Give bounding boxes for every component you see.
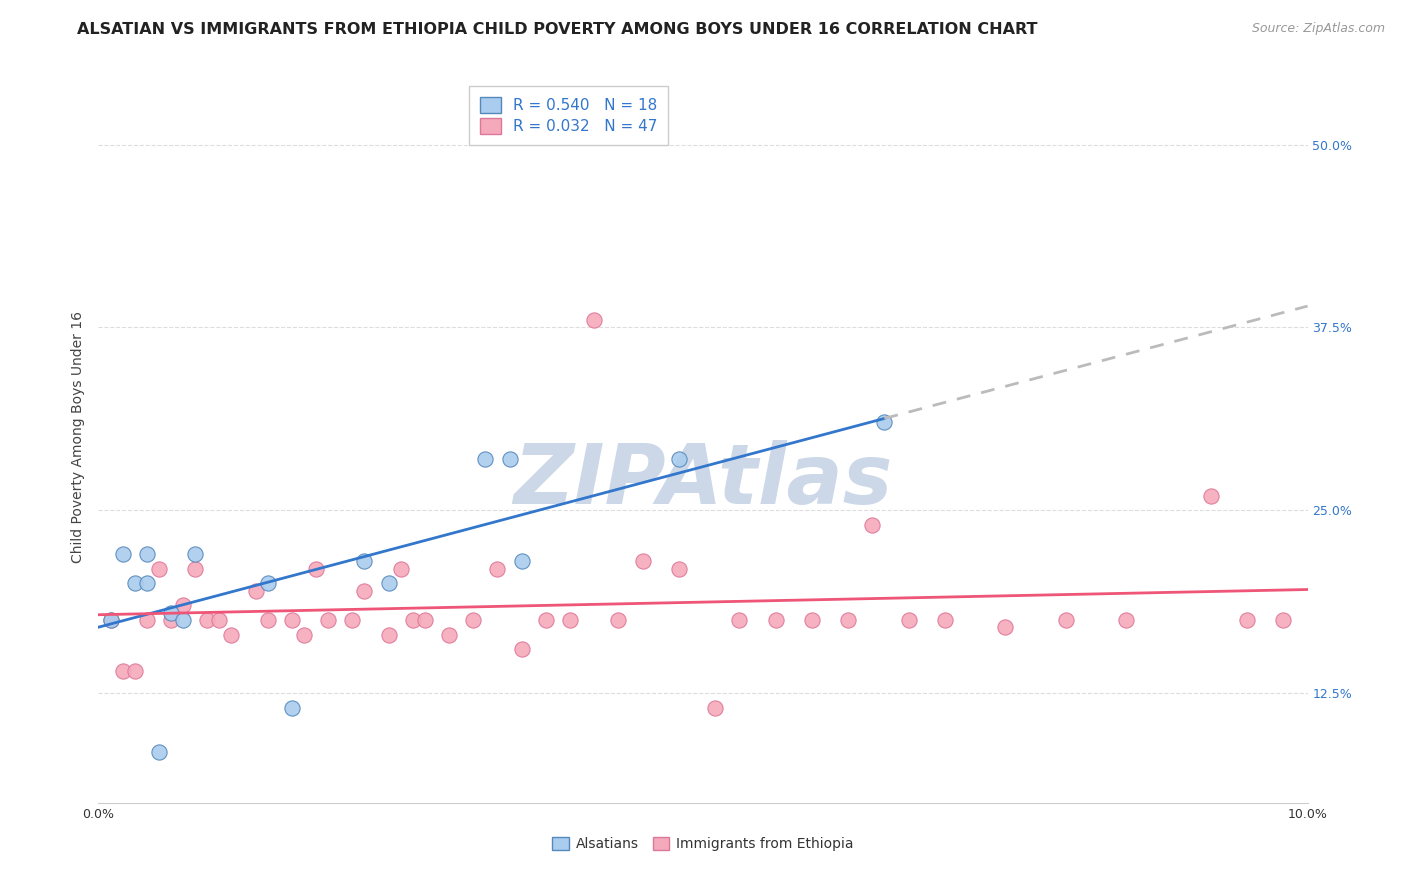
- Point: [172, 599, 194, 613]
- Point: [160, 606, 183, 620]
- Point: [800, 613, 823, 627]
- Point: [184, 547, 207, 561]
- Point: [1115, 613, 1137, 627]
- Point: [281, 700, 304, 714]
- Point: [873, 416, 896, 430]
- Point: [148, 562, 170, 576]
- Point: [413, 613, 436, 627]
- Text: ZIPAtlas: ZIPAtlas: [513, 441, 893, 522]
- Point: [111, 664, 134, 678]
- Point: [765, 613, 787, 627]
- Point: [534, 613, 557, 627]
- Point: [437, 627, 460, 641]
- Point: [994, 620, 1017, 634]
- Point: [100, 613, 122, 627]
- Point: [1054, 613, 1077, 627]
- Legend: Alsatians, Immigrants from Ethiopia: Alsatians, Immigrants from Ethiopia: [546, 830, 860, 858]
- Point: [934, 613, 956, 627]
- Point: [305, 562, 328, 576]
- Point: [292, 627, 315, 641]
- Point: [281, 613, 304, 627]
- Point: [510, 554, 533, 568]
- Point: [353, 554, 375, 568]
- Point: [631, 554, 654, 568]
- Point: [1236, 613, 1258, 627]
- Point: [160, 613, 183, 627]
- Point: [172, 613, 194, 627]
- Point: [148, 745, 170, 759]
- Point: [256, 576, 278, 591]
- Point: [486, 562, 509, 576]
- Point: [558, 613, 581, 627]
- Point: [668, 562, 690, 576]
- Point: [245, 583, 267, 598]
- Y-axis label: Child Poverty Among Boys Under 16: Child Poverty Among Boys Under 16: [72, 311, 86, 563]
- Point: [221, 627, 243, 641]
- Point: [897, 613, 920, 627]
- Point: [135, 547, 157, 561]
- Point: [668, 452, 690, 467]
- Point: [510, 642, 533, 657]
- Point: [100, 613, 122, 627]
- Point: [583, 313, 606, 327]
- Point: [111, 547, 134, 561]
- Point: [728, 613, 751, 627]
- Point: [353, 583, 375, 598]
- Point: [124, 576, 146, 591]
- Point: [402, 613, 425, 627]
- Point: [704, 700, 727, 714]
- Point: [124, 664, 146, 678]
- Point: [135, 613, 157, 627]
- Point: [607, 613, 630, 627]
- Point: [184, 562, 207, 576]
- Point: [1272, 613, 1295, 627]
- Text: ALSATIAN VS IMMIGRANTS FROM ETHIOPIA CHILD POVERTY AMONG BOYS UNDER 16 CORRELATI: ALSATIAN VS IMMIGRANTS FROM ETHIOPIA CHI…: [77, 22, 1038, 37]
- Point: [208, 613, 231, 627]
- Text: Source: ZipAtlas.com: Source: ZipAtlas.com: [1251, 22, 1385, 36]
- Point: [389, 562, 412, 576]
- Point: [860, 517, 883, 532]
- Point: [377, 627, 399, 641]
- Point: [474, 452, 496, 467]
- Point: [837, 613, 859, 627]
- Point: [195, 613, 218, 627]
- Point: [463, 613, 485, 627]
- Point: [377, 576, 399, 591]
- Point: [256, 613, 278, 627]
- Point: [342, 613, 364, 627]
- Point: [1199, 489, 1222, 503]
- Point: [135, 576, 157, 591]
- Point: [498, 452, 520, 467]
- Point: [316, 613, 339, 627]
